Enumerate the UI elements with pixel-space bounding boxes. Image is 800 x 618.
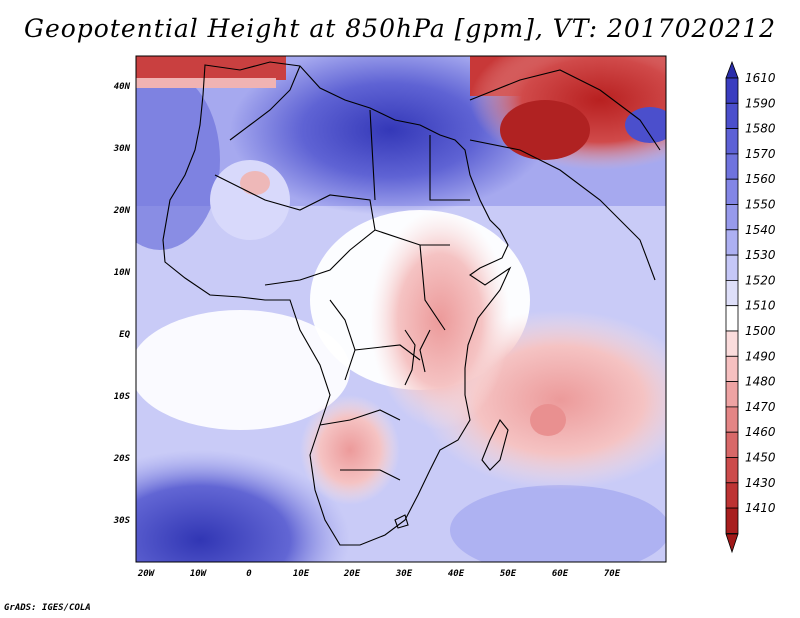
- lon-label: 20W: [137, 569, 156, 579]
- lon-label: 70E: [604, 569, 621, 579]
- colorbar-swatch: [725, 128, 739, 155]
- colorbar-label: 1530: [745, 248, 776, 262]
- colorbar-swatch: [725, 102, 739, 130]
- colorbar-top-arrow: [725, 60, 739, 79]
- lon-label: 20E: [343, 569, 361, 579]
- lat-label: 20S: [113, 454, 131, 464]
- colorbar-swatch: [725, 482, 739, 509]
- lat-label: EQ: [119, 330, 130, 340]
- lon-label: 50E: [500, 569, 517, 579]
- colorbar-label: 1500: [745, 324, 776, 338]
- colorbar-swatch: [725, 431, 739, 458]
- colorbar-swatch: [725, 305, 739, 332]
- colorbar-label: 1490: [745, 349, 776, 363]
- coastlines: [162, 61, 661, 546]
- colorbar-label: 1560: [745, 172, 776, 186]
- colorbar-label: 1410: [745, 501, 776, 515]
- lon-label: 60E: [552, 569, 569, 579]
- colorbar-swatch: [725, 507, 739, 534]
- lon-label: 40E: [448, 569, 465, 579]
- colorbar-swatch: [725, 381, 739, 408]
- latitude-axis: 40N 30N 20N 10N EQ 10S 20S 30S: [113, 82, 131, 526]
- map-title: Geopotential Height at 850hPa [gpm], VT:…: [23, 14, 777, 43]
- colorbar-swatch: [725, 355, 739, 382]
- colorbar-label: 1540: [745, 223, 776, 237]
- colorbar-swatch: [725, 406, 739, 433]
- colorbar-label: 1460: [745, 425, 776, 439]
- lat-label: 20N: [113, 206, 131, 216]
- lon-label: 10E: [293, 569, 310, 579]
- colorbar-swatch: [725, 178, 739, 205]
- colorbar-label: 1470: [745, 400, 776, 414]
- lon-label: 0: [246, 569, 252, 579]
- colorbar-swatch: [725, 279, 739, 307]
- colorbar-swatch: [725, 153, 739, 180]
- colorbar-label: 1570: [745, 147, 776, 161]
- colorbar-label: 1580: [745, 122, 776, 136]
- lon-label: 30E: [395, 569, 413, 579]
- lat-label: 10N: [114, 268, 131, 278]
- lat-label: 30S: [113, 516, 131, 526]
- colorbar-label: 1550: [745, 198, 776, 212]
- colorbar-label: 1610: [745, 71, 776, 85]
- lat-label: 30N: [113, 144, 131, 154]
- colorbar-label: 1480: [745, 375, 776, 389]
- colorbar-label: 1510: [745, 299, 776, 313]
- lon-label: 10W: [190, 569, 208, 579]
- colorbar-label: 1520: [745, 273, 776, 287]
- colorbar-swatch: [725, 457, 739, 484]
- colorbar-swatch: [725, 330, 739, 357]
- longitude-axis: 20W 10W 0 10E 20E 30E 40E 50E 60E 70E: [137, 569, 621, 579]
- colorbar-swatch: [725, 77, 739, 104]
- map-frame: [135, 55, 667, 563]
- lat-label: 10S: [114, 392, 131, 402]
- colorbar-label: 1590: [745, 96, 776, 110]
- colorbar-swatch: [725, 254, 739, 281]
- colorbar: 1610 1590 1580 1570 1560 1550 1540 1530 1520 1510…: [725, 60, 776, 554]
- colorbar-swatch: [725, 229, 739, 256]
- colorbar-label: 1430: [745, 476, 776, 490]
- footer-credit: GrADS: IGES/COLA: [4, 603, 91, 613]
- colorbar-label: 1450: [745, 451, 776, 465]
- colorbar-bottom-arrow: [725, 533, 739, 554]
- lat-label: 40N: [114, 82, 131, 92]
- colorbar-swatch: [725, 204, 739, 231]
- height-field: [136, 56, 666, 562]
